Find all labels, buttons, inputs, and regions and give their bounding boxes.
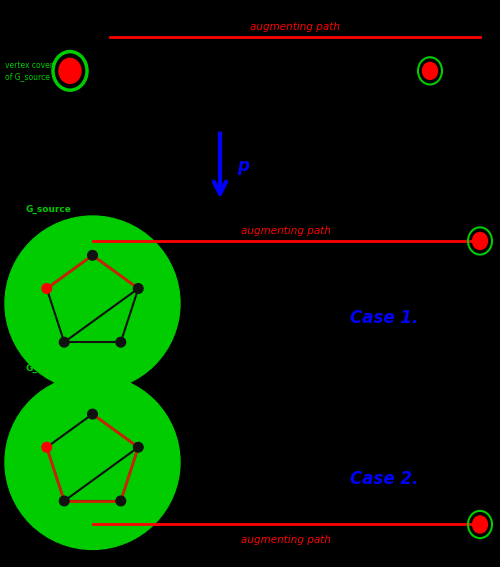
Circle shape: [472, 516, 488, 533]
Ellipse shape: [88, 251, 98, 260]
Ellipse shape: [134, 284, 143, 293]
Circle shape: [59, 58, 81, 83]
Text: vertex cover
of G_source: vertex cover of G_source: [5, 61, 53, 81]
Text: augmenting path: augmenting path: [241, 226, 331, 236]
Circle shape: [422, 62, 438, 79]
Text: G_source: G_source: [26, 364, 72, 373]
Text: Case 1.: Case 1.: [350, 308, 418, 327]
Text: Case 2.: Case 2.: [350, 470, 418, 488]
Text: augmenting path: augmenting path: [241, 535, 331, 545]
Ellipse shape: [116, 496, 126, 506]
Text: augmenting path: augmenting path: [250, 22, 340, 32]
Text: p: p: [238, 157, 250, 175]
Ellipse shape: [42, 442, 51, 452]
Ellipse shape: [88, 409, 98, 419]
Ellipse shape: [42, 284, 51, 293]
Text: G_source: G_source: [26, 205, 72, 214]
Ellipse shape: [5, 375, 180, 549]
Ellipse shape: [60, 496, 69, 506]
Ellipse shape: [5, 216, 180, 391]
Ellipse shape: [116, 337, 126, 347]
Ellipse shape: [134, 442, 143, 452]
Circle shape: [472, 232, 488, 249]
Ellipse shape: [60, 337, 69, 347]
